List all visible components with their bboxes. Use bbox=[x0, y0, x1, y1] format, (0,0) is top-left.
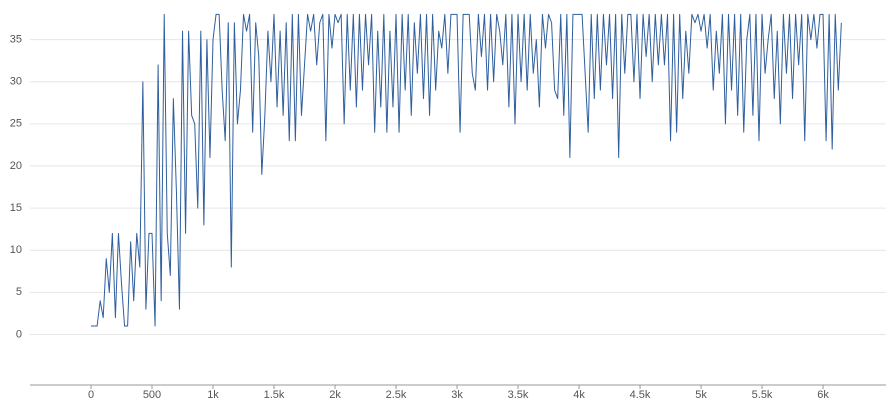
y-tick-label: 20 bbox=[10, 160, 22, 172]
x-tick-label: 500 bbox=[143, 389, 161, 400]
x-tick-label: 4.5k bbox=[630, 389, 651, 400]
y-tick-label: 25 bbox=[10, 118, 22, 130]
x-tick-label: 3k bbox=[451, 389, 463, 400]
x-tick-label: 2.5k bbox=[386, 389, 407, 400]
x-tick-label: 2k bbox=[329, 389, 341, 400]
x-tick-label: 6k bbox=[817, 389, 829, 400]
x-tick-label: 4k bbox=[573, 389, 585, 400]
data-line bbox=[91, 13, 842, 327]
x-tick-label: 1k bbox=[207, 389, 219, 400]
x-tick-label: 5k bbox=[695, 389, 707, 400]
y-tick-label: 5 bbox=[16, 286, 22, 298]
y-tick-label: 30 bbox=[10, 76, 22, 88]
y-tick-label: 10 bbox=[10, 244, 22, 256]
y-tick-label: 35 bbox=[10, 34, 22, 46]
x-tick-label: 1.5k bbox=[264, 389, 285, 400]
x-tick-label: 5.5k bbox=[752, 389, 773, 400]
y-tick-label: 15 bbox=[10, 202, 22, 214]
x-tick-label: 3.5k bbox=[508, 389, 529, 400]
y-tick-label: 0 bbox=[16, 328, 22, 340]
x-tick-label: 0 bbox=[88, 389, 94, 400]
